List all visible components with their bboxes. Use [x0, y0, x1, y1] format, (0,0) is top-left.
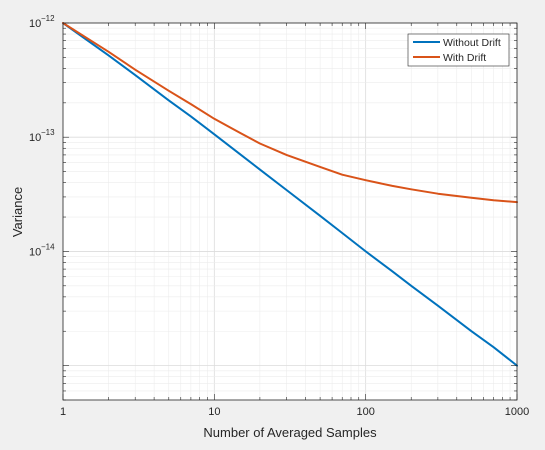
x-tick-labels: 1 10 100 1000 — [60, 406, 529, 418]
legend-label-with-drift: With Drift — [443, 52, 486, 64]
axes-box — [62, 22, 518, 401]
legend-label-without-drift: Without Drift — [443, 37, 501, 49]
y-tick-exponent: −14 — [41, 242, 55, 251]
y-tick-exponent: −12 — [41, 14, 55, 23]
legend-box — [407, 33, 510, 67]
x-axis-label: Number of Averaged Samples — [203, 425, 377, 440]
series-lines — [62, 22, 518, 367]
x-tick-label: 10 — [208, 406, 220, 418]
y-axis-label: Variance — [10, 187, 25, 237]
grid — [62, 22, 518, 401]
x-tick-label: 1000 — [505, 406, 529, 418]
series-line-without-drift — [62, 22, 518, 367]
legend[interactable]: Without Drift With Drift — [407, 33, 510, 67]
plot-area[interactable] — [63, 23, 517, 400]
x-tick-label: 1 — [60, 406, 66, 418]
series-line-with-drift — [62, 22, 518, 204]
y-tick-label: 10 −14 — [29, 242, 55, 258]
y-tick-exponent: −13 — [41, 128, 55, 137]
y-tick-base: 10 — [29, 132, 41, 144]
y-tick-base: 10 — [29, 246, 41, 258]
axis-ticks — [62, 22, 518, 401]
y-tick-label: 10 −13 — [29, 128, 55, 144]
x-tick-label: 100 — [356, 406, 374, 418]
y-tick-base: 10 — [29, 18, 41, 30]
y-tick-label: 10 −12 — [29, 14, 55, 30]
